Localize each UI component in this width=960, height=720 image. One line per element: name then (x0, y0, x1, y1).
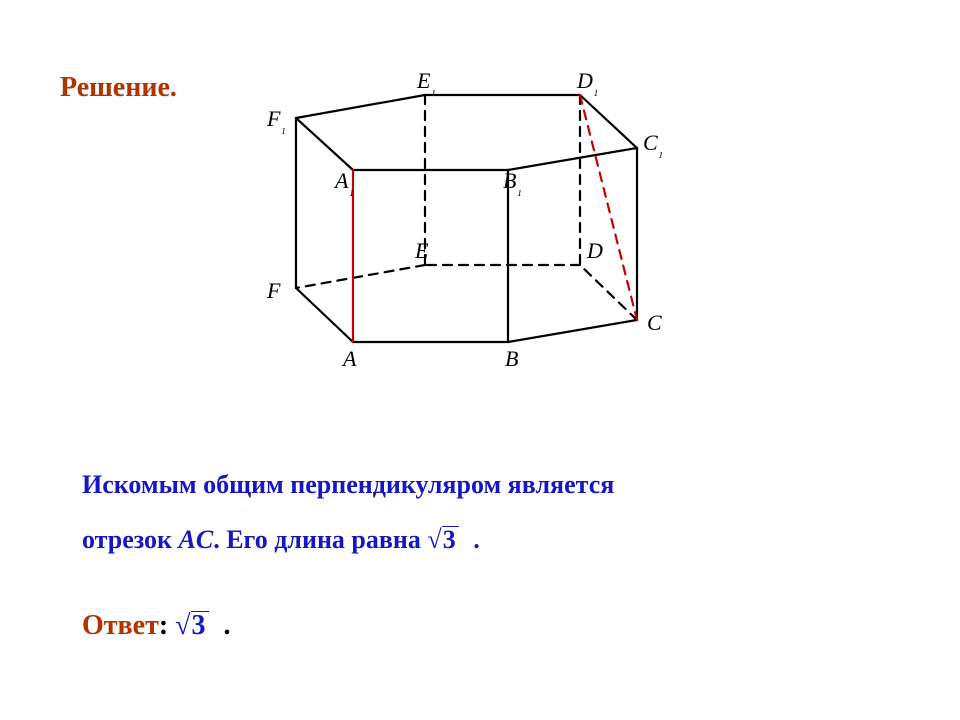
radical-icon: √ (175, 610, 190, 641)
explanation-line-1: Искомым общим перпендикуляром является (82, 470, 614, 500)
answer-line: Ответ: √3 . (82, 610, 231, 642)
svg-text:D₁: D₁ (576, 68, 598, 97)
slide-stage: { "heading": { "text": "Решение.", "colo… (0, 0, 960, 720)
radical-icon: √ (427, 525, 441, 554)
svg-text:B: B (505, 346, 518, 371)
segment-AC: AC (179, 525, 214, 554)
svg-text:F: F (266, 278, 281, 303)
svg-text:A: A (341, 346, 357, 371)
line2-dot: . (473, 525, 480, 554)
answer-colon: : (159, 610, 168, 641)
svg-text:E: E (414, 238, 429, 263)
line2-pre: отрезок (82, 525, 179, 554)
svg-text:E₁: E₁ (416, 68, 436, 97)
hex-prism-diagram: A₁ B₁ C₁ D₁ E₁ F₁ A B C D E F (225, 40, 695, 390)
explanation-line-2: отрезок AC. Его длина равна √3 . (82, 525, 480, 555)
answer-dot: . (224, 610, 231, 641)
line2-post: . Его длина равна (213, 525, 427, 554)
svg-text:C: C (647, 310, 662, 335)
solution-heading: Решение. (60, 72, 177, 104)
svg-text:A₁: A₁ (333, 168, 354, 197)
sqrt-3-inline: √3 (427, 525, 458, 555)
answer-label: Ответ (82, 610, 159, 641)
sqrt-arg-answer: 3 (191, 611, 209, 640)
sqrt-3-answer: √3 (175, 610, 208, 642)
sqrt-arg: 3 (442, 526, 459, 553)
svg-text:D: D (586, 238, 603, 263)
svg-text:F₁: F₁ (266, 106, 286, 135)
svg-text:C₁: C₁ (643, 130, 663, 159)
svg-text:B₁: B₁ (503, 168, 522, 197)
